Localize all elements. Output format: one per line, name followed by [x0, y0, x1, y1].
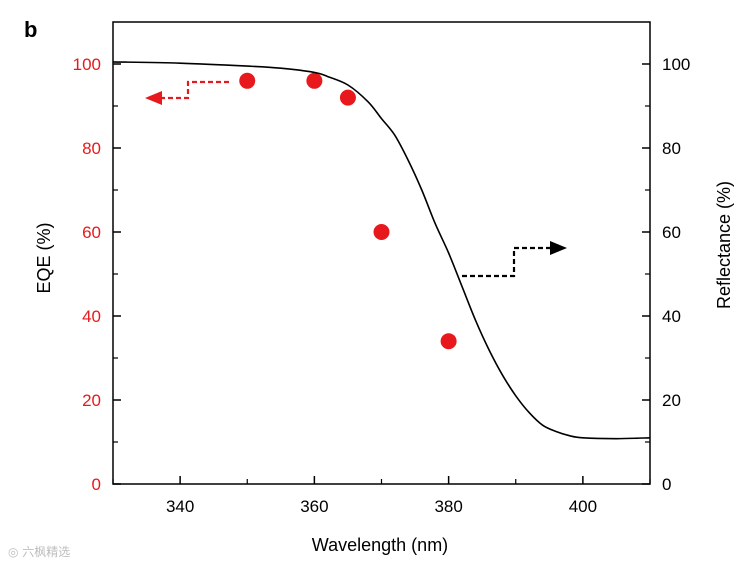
y-left-tick-label: 40 — [82, 307, 101, 326]
eqe-point — [239, 72, 256, 89]
eqe-point — [339, 89, 356, 106]
eqe-axis-arrow — [158, 80, 229, 100]
ticks: 340 360 380 400 0 20 40 60 80 100 0 20 40 60 80 100 — [73, 55, 691, 516]
axes — [112, 21, 651, 485]
y-left-tick-label: 100 — [73, 55, 101, 74]
reflectance-axis-arrow — [462, 246, 552, 278]
y-axis-left-title: EQE (%) — [34, 222, 54, 293]
y-right-tick-label: 20 — [662, 391, 681, 410]
y-axis-right-title: Reflectance (%) — [714, 181, 734, 309]
eqe-point — [306, 72, 323, 89]
annotations — [145, 80, 567, 278]
y-right-tick-label: 100 — [662, 55, 690, 74]
eqe-point — [440, 333, 457, 350]
eqe-axis-arrowhead — [145, 91, 162, 105]
y-left-tick-label: 0 — [92, 475, 101, 494]
series — [113, 61, 650, 440]
x-tick-label: 380 — [434, 497, 462, 516]
reflectance-line — [113, 61, 650, 440]
y-left-tick-label: 60 — [82, 223, 101, 242]
panel-label: b — [24, 17, 37, 42]
y-right-tick-label: 80 — [662, 139, 681, 158]
x-tick-label: 340 — [166, 497, 194, 516]
y-right-tick-label: 60 — [662, 223, 681, 242]
y-left-tick-label: 20 — [82, 391, 101, 410]
x-tick-label: 360 — [300, 497, 328, 516]
y-right-tick-label: 40 — [662, 307, 681, 326]
reflectance-axis-arrowhead — [550, 241, 567, 255]
eqe-point — [373, 224, 390, 240]
y-left-tick-label: 80 — [82, 139, 101, 158]
y-right-tick-label: 0 — [662, 475, 671, 494]
plot-frame — [112, 21, 651, 485]
watermark: ◎ 六枫精选 — [8, 544, 70, 559]
x-axis-title: Wavelength (nm) — [312, 535, 448, 555]
x-tick-label: 400 — [569, 497, 597, 516]
